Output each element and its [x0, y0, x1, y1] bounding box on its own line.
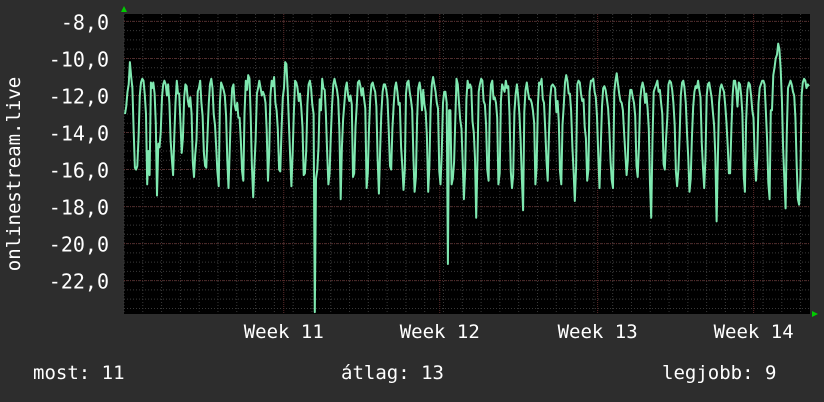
grid: [123, 14, 810, 314]
legend-best-value: 9: [764, 362, 777, 384]
legend-average-label: átlag:: [341, 362, 410, 384]
x-tick-label: Week 11: [244, 321, 324, 343]
x-tick-label: Week 12: [400, 321, 480, 343]
x-tick-label: Week 13: [558, 321, 638, 343]
legend-average-value: 13: [421, 362, 444, 384]
y-tick-label: -18,0: [49, 196, 109, 220]
x-axis-arrow-icon: [812, 311, 818, 317]
y-tick-label: -14,0: [49, 122, 109, 146]
series-line-group: [124, 42, 810, 314]
y-tick-label: -16,0: [49, 159, 109, 183]
legend: most: 11 átlag: 13 legjobb: 9: [0, 362, 824, 388]
x-axis: Week 11 Week 12 Week 13 Week 14: [244, 311, 818, 343]
x-tick-label: Week 14: [714, 321, 794, 343]
y-tick-label: -10,0: [49, 47, 109, 71]
legend-current-label: most:: [33, 362, 91, 384]
legend-best-label: legjobb:: [662, 362, 754, 384]
legend-current: most: 11: [33, 362, 125, 384]
series-line: [124, 42, 810, 314]
y-axis-label: onlinestream.live: [3, 77, 25, 271]
legend-current-value: 11: [101, 362, 125, 384]
y-tick-label: -12,0: [49, 84, 109, 108]
legend-average: átlag: 13: [341, 362, 444, 384]
y-axis-arrow-icon: [121, 6, 127, 12]
y-tick-label: -22,0: [49, 270, 109, 294]
y-axis: -8,0 -10,0 -12,0 -14,0 -16,0 -18,0 -20,0 -22,0: [49, 6, 127, 294]
plot-area: [124, 14, 810, 314]
y-tick-label: -20,0: [49, 233, 109, 257]
legend-best: legjobb: 9: [662, 362, 776, 384]
y-tick-label: -8,0: [61, 10, 109, 34]
